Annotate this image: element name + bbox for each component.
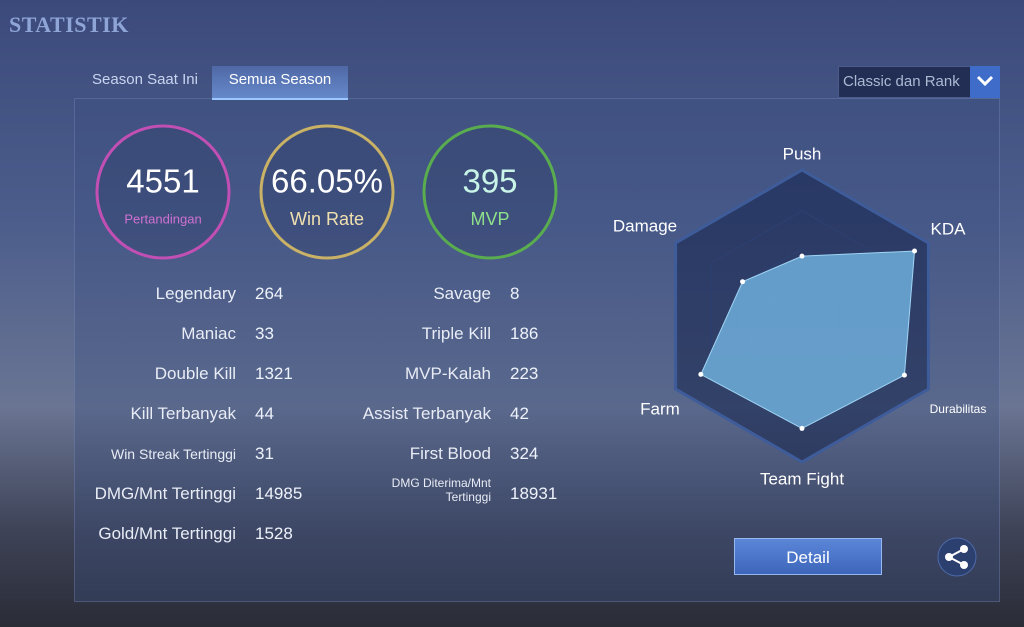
stat-value: 31 (255, 444, 274, 463)
stat-value: 186 (510, 324, 539, 343)
radar-chart: Push KDA Durabilitas Team Fight Farm Damage (613, 144, 986, 488)
radar-axis-label: Team Fight (760, 469, 844, 488)
stat-value: 223 (510, 364, 539, 383)
radar-axis-label: Damage (613, 216, 677, 235)
radar-point (912, 248, 918, 254)
summary-value: 66.05% (271, 163, 383, 200)
stat-value: 1528 (255, 524, 293, 543)
summary-ring (95, 124, 231, 260)
stat-label: DMG Diterima/Mnt Tertinggi (391, 476, 491, 504)
stat-label: Assist Terbanyak (362, 404, 491, 423)
chevron (976, 75, 994, 87)
stat-value: 264 (255, 284, 284, 303)
summary-value: 4551 (126, 163, 199, 200)
tab-active[interactable]: Semua Season (212, 66, 348, 100)
stat-label: Double Kill (154, 364, 236, 383)
summary-ring (422, 124, 558, 260)
radar-point (901, 372, 907, 378)
summary-label: Pertandingan (124, 211, 201, 226)
stat-value: 8 (510, 284, 520, 303)
radar-axis-label: Durabilitas (930, 402, 987, 416)
page-title: STATISTIK (9, 12, 129, 37)
stat-label: Win Streak Tertinggi (110, 446, 236, 462)
radar-axis-label: Farm (640, 399, 680, 418)
summary-ring (259, 124, 395, 260)
dropdown-button[interactable] (970, 66, 1000, 98)
radar-point (799, 425, 805, 431)
summary-label: MVP (470, 209, 509, 229)
radar-point (698, 371, 704, 377)
stat-label: MVP-Kalah (405, 364, 491, 383)
stat-label: DMG/Mnt Tertinggi (94, 484, 236, 503)
summary-label: Win Rate (290, 209, 364, 229)
stat-value: 44 (255, 404, 274, 423)
detail-button[interactable]: Detail (734, 538, 882, 575)
stat-value: 42 (510, 404, 529, 423)
stat-label: Legendary (155, 284, 236, 303)
stat-label: First Blood (409, 444, 491, 463)
stat-value: 18931 (510, 484, 558, 503)
stat-label: Savage (433, 284, 491, 303)
stat-value: 33 (255, 324, 274, 343)
radar-point (799, 253, 805, 259)
radar-axis-label: KDA (931, 219, 967, 238)
summary-value: 395 (462, 163, 517, 200)
radar-point (740, 279, 746, 285)
stat-value: 1321 (255, 364, 293, 383)
stat-label: Triple Kill (421, 324, 491, 343)
stat-value: 14985 (255, 484, 303, 503)
stat-value: 324 (510, 444, 539, 463)
stat-label: Maniac (181, 324, 236, 343)
stat-label: Gold/Mnt Tertinggi (98, 524, 236, 543)
radar-axis-label: Push (783, 144, 822, 163)
share-button[interactable] (937, 537, 977, 577)
stat-label: Kill Terbanyak (130, 404, 236, 423)
tab[interactable]: Season Saat Ini (92, 71, 198, 88)
